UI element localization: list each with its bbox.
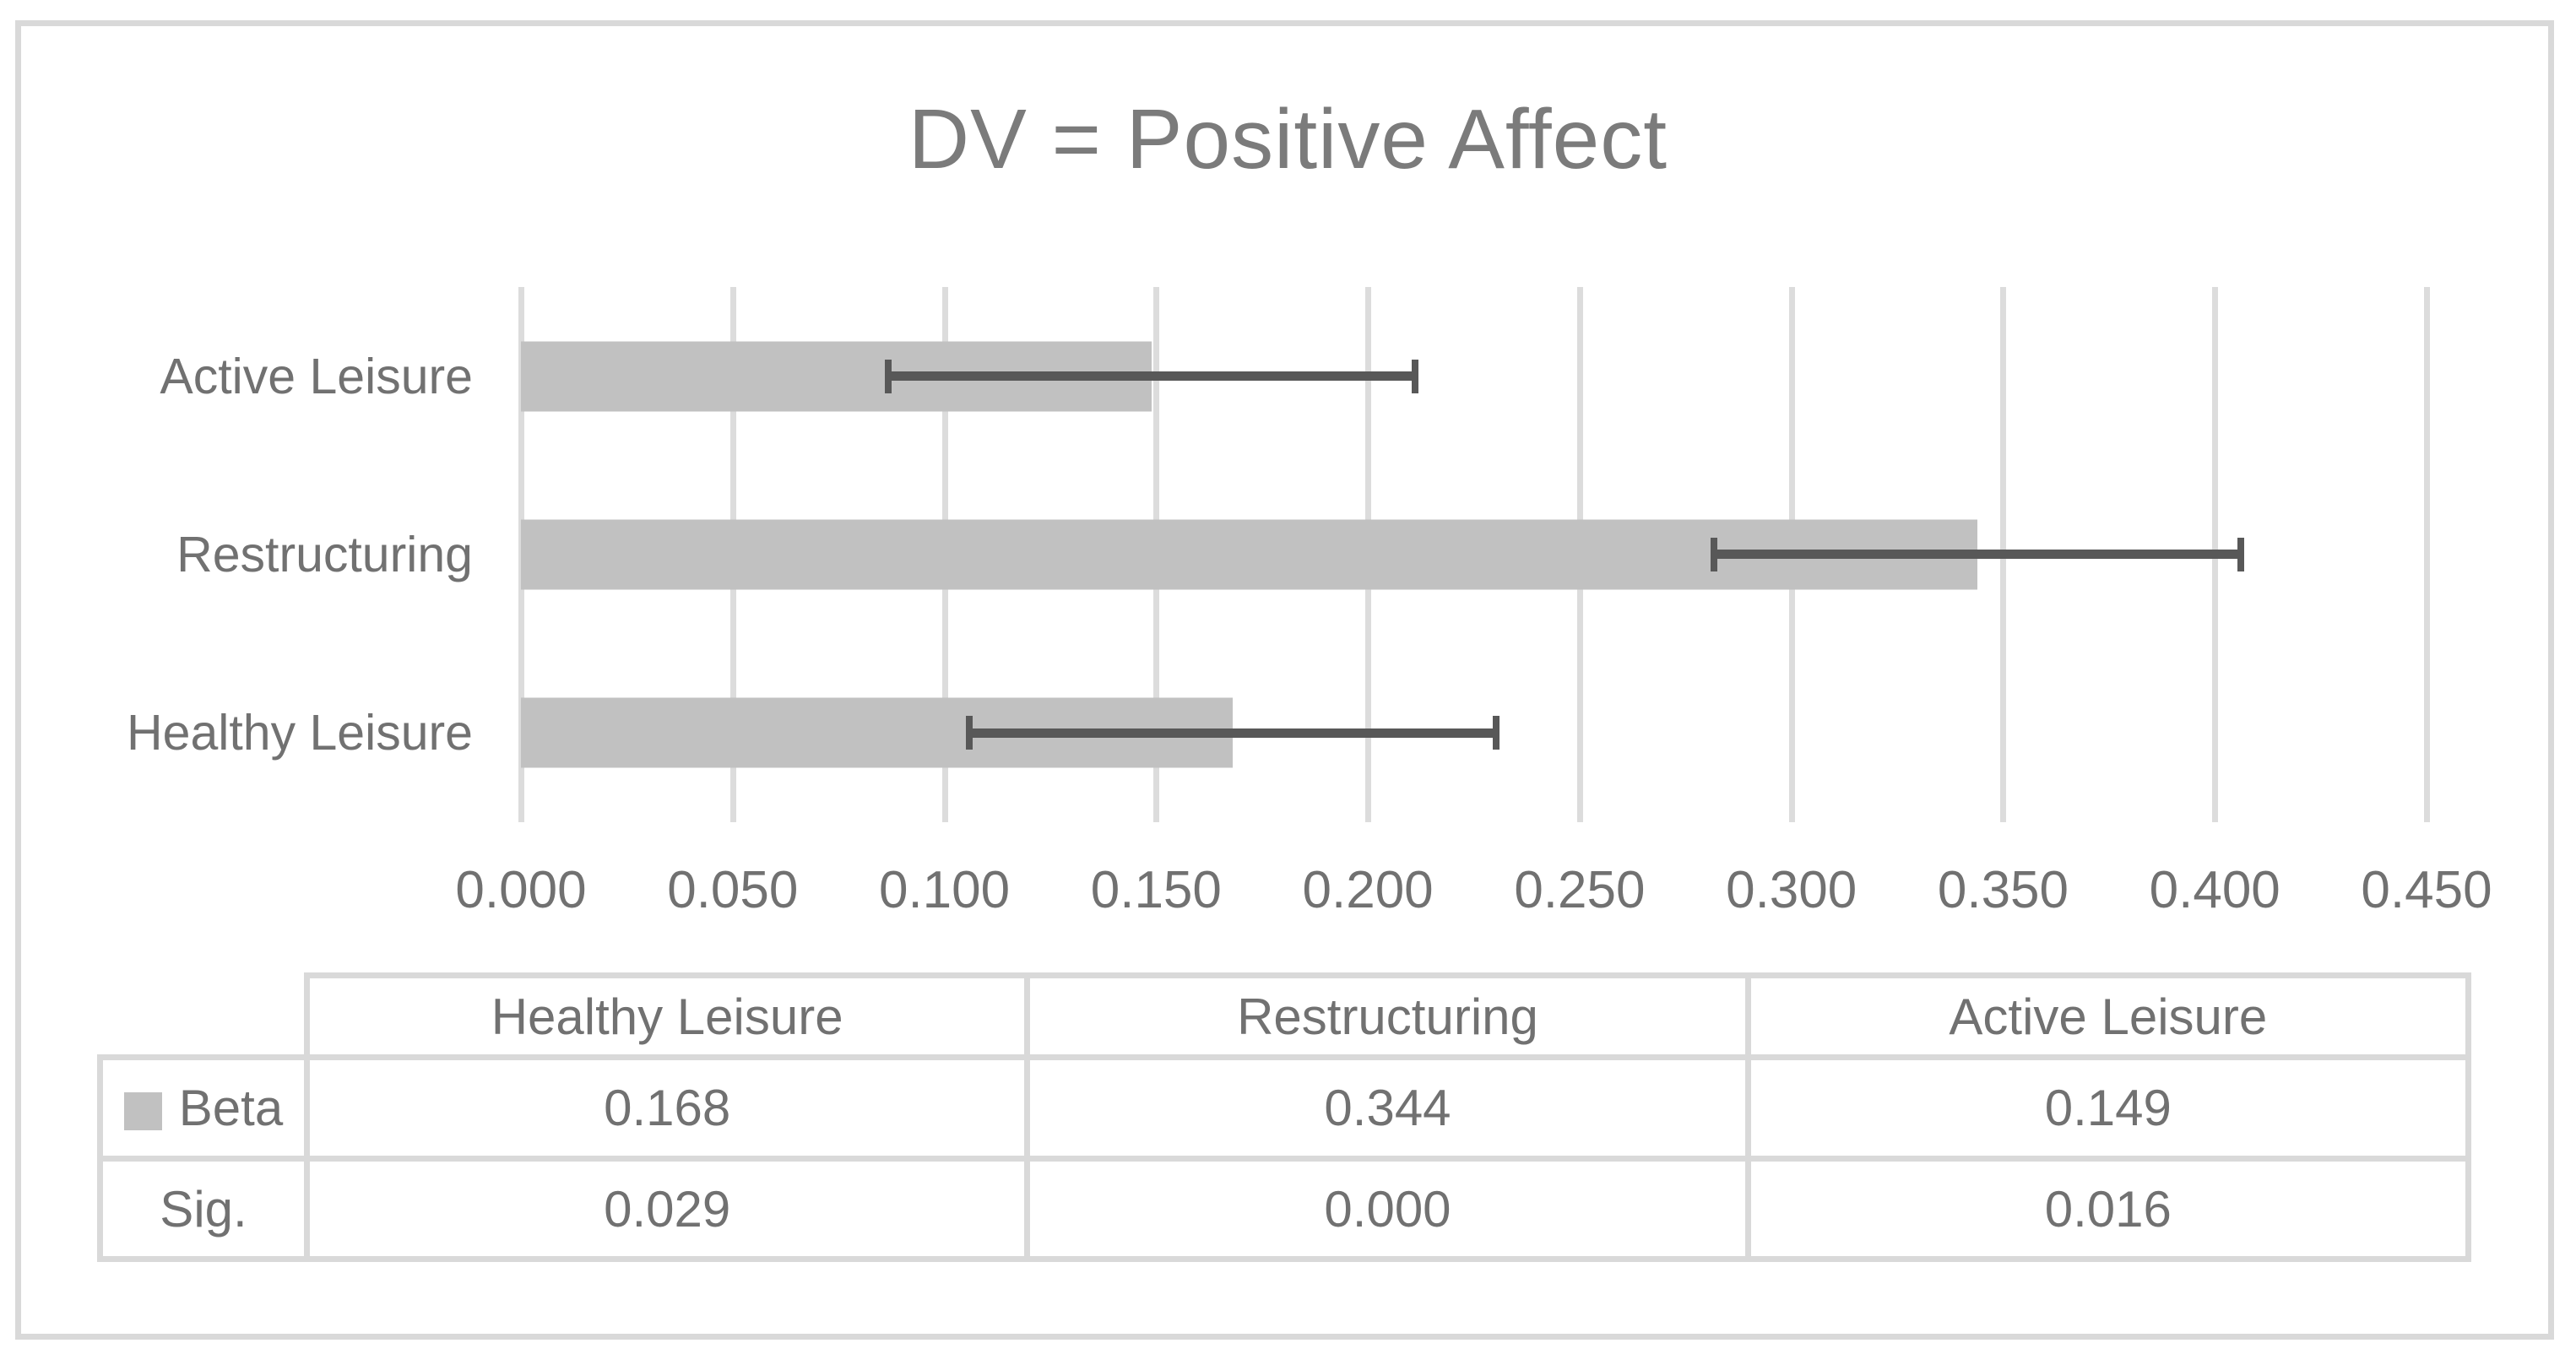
table-header-row: Healthy Leisure Restructuring Active Lei… [100,972,2472,1060]
x-tick-label: 0.300 [1726,861,1857,919]
x-axis: 0.000 0.050 0.100 0.150 0.200 0.250 0.30… [455,859,2492,922]
table-row-beta: Beta 0.168 0.344 0.149 [97,1054,2472,1162]
x-tick-label: 0.400 [2149,861,2280,919]
chart-title: DV = Positive Affect [908,92,1668,187]
bar-row-healthy-leisure [521,644,2427,822]
x-tick-label: 0.050 [667,861,799,919]
category-label-healthy-leisure: Healthy Leisure [127,705,473,761]
table-cell-beta-healthy-leisure: 0.168 [303,1054,1031,1162]
y-axis-category-labels: Active Leisure Restructuring Healthy Lei… [51,287,473,822]
error-bar-right-cap [1492,716,1500,750]
x-tick-label: 0.450 [2361,861,2492,919]
table-cell-beta-active-leisure: 0.149 [1744,1054,2472,1162]
table-cell-sig-active-leisure: 0.016 [1744,1156,2472,1262]
table-row-sig: Sig. 0.029 0.000 0.016 [97,1156,2472,1262]
error-bar-right-cap [1412,359,1419,393]
table-cell-sig-healthy-leisure: 0.029 [303,1156,1031,1262]
table-corner-cell [100,976,307,1058]
error-bar-active-leisure [885,359,1419,393]
table-cell-sig-restructuring: 0.000 [1024,1156,1751,1262]
error-bar-line [1711,550,2245,560]
x-tick-label: 0.200 [1302,861,1434,919]
error-bar-line [965,728,1500,738]
table-col-header-healthy-leisure: Healthy Leisure [303,972,1031,1060]
gridline [2424,287,2430,822]
plot-area [518,287,2430,822]
legend-key-beta-icon [123,1092,162,1130]
x-tick-label: 0.350 [1937,861,2069,919]
error-bar-line [885,371,1419,382]
error-bar-healthy-leisure [965,716,1500,750]
x-tick-label: 0.000 [455,861,587,919]
table-col-header-restructuring: Restructuring [1024,972,1751,1060]
x-tick-label: 0.250 [1514,861,1646,919]
category-label-restructuring: Restructuring [176,526,473,582]
table-cell-beta-restructuring: 0.344 [1024,1054,1751,1162]
error-bar-left-cap [885,359,892,393]
error-bar-left-cap [1711,537,1718,571]
table-col-header-active-leisure: Active Leisure [1744,972,2472,1060]
error-bar-right-cap [2237,537,2245,571]
bar-row-restructuring [521,465,2427,643]
error-bar-restructuring [1711,537,2245,571]
x-tick-label: 0.100 [878,861,1011,919]
error-bar-left-cap [965,716,973,750]
x-tick-label: 0.150 [1090,861,1222,919]
table-row-label-beta-text: Beta [178,1080,284,1136]
data-table: Healthy Leisure Restructuring Active Lei… [97,972,2472,1262]
table-row-label-sig: Sig. [97,1156,310,1262]
table-row-label-beta: Beta [97,1054,310,1162]
data-table-grid: Healthy Leisure Restructuring Active Lei… [97,972,2472,1262]
category-label-active-leisure: Active Leisure [160,348,473,404]
bar-row-active-leisure [521,287,2427,465]
